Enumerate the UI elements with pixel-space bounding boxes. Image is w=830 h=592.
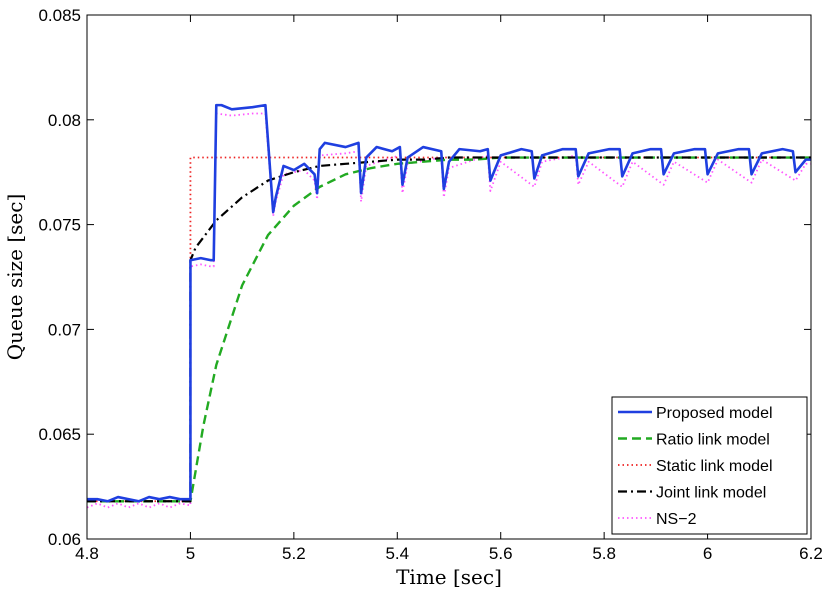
y-tick-label: 0.06 <box>48 530 81 549</box>
legend-label: Proposed model <box>656 405 773 422</box>
x-tick-label: 6.2 <box>799 544 823 563</box>
x-tick-label: 6 <box>703 544 712 563</box>
series-layer <box>86 103 811 509</box>
legend-box <box>611 396 808 535</box>
x-tick-label: 5.4 <box>385 544 409 563</box>
x-tick-labels: 4.8 5 5.2 5.4 5.6 5.8 6 6.2 <box>75 544 823 563</box>
x-tick-label: 5.6 <box>489 544 513 563</box>
y-axis-title: Queue size [sec] <box>3 194 27 360</box>
legend: Proposed model Ratio link model Static lin… <box>611 396 808 535</box>
legend-label: NS−2 <box>656 511 697 528</box>
series-line-3 <box>87 156 811 503</box>
x-tick-label: 5.2 <box>282 544 306 563</box>
x-tick-label: 4.8 <box>75 544 99 563</box>
legend-label: Static link model <box>656 458 773 475</box>
x-tick-label: 5 <box>186 544 195 563</box>
x-tick-label: 5.8 <box>592 544 616 563</box>
y-tick-label: 0.065 <box>38 425 81 444</box>
legend-label: Ratio link model <box>656 432 770 449</box>
y-tick-label: 0.085 <box>38 6 81 25</box>
ticks-layer <box>86 14 812 540</box>
y-tick-label: 0.08 <box>48 111 81 130</box>
y-tick-labels: 0.06 0.065 0.07 0.075 0.08 0.085 <box>38 6 81 549</box>
x-axis-title: Time [sec] <box>396 565 502 589</box>
legend-label: Joint link model <box>656 485 766 502</box>
y-tick-label: 0.07 <box>48 320 81 339</box>
series-line-0 <box>87 103 811 503</box>
plot-frame <box>86 14 812 540</box>
y-tick-label: 0.075 <box>38 216 81 235</box>
